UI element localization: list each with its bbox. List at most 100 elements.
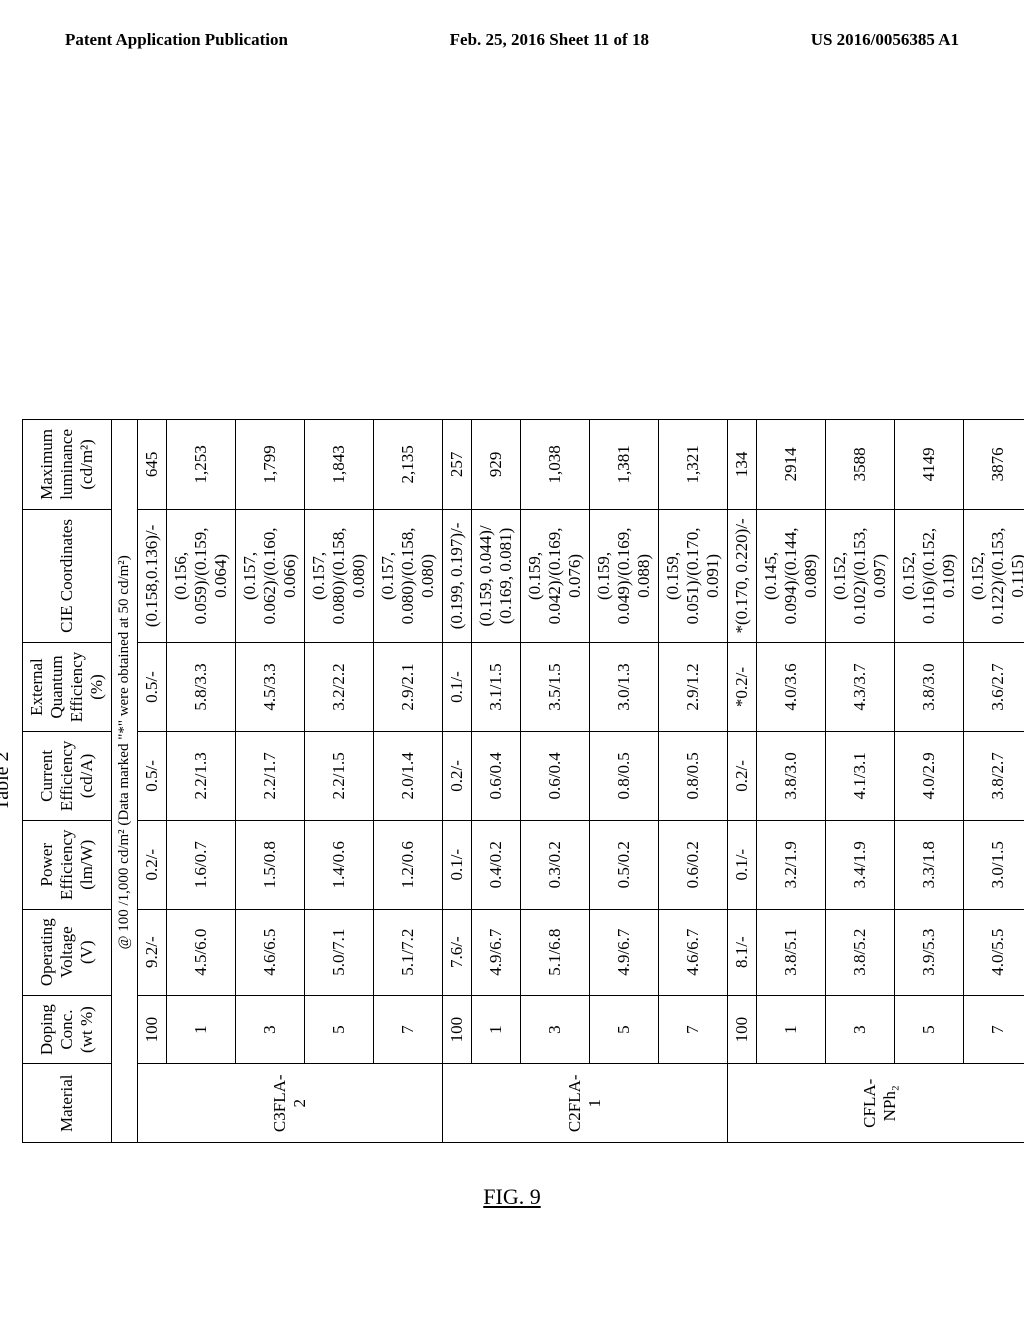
- table-title: Table 2: [0, 419, 14, 1143]
- doping-cell: 5: [305, 995, 374, 1064]
- power-cell: 1.4/0.6: [305, 820, 374, 909]
- voltage-cell: 3.8/5.1: [757, 909, 826, 995]
- header-left: Patent Application Publication: [65, 30, 288, 50]
- lum-cell: 4149: [895, 420, 964, 510]
- table-head: Material Doping Conc. (wt %) Operating V…: [23, 420, 138, 1143]
- cie-cell: (0.159, 0.042)/(0.169, 0.076): [521, 509, 590, 642]
- col-cie: CIE Coordinates: [23, 509, 112, 642]
- voltage-cell: 8.1/-: [728, 909, 757, 995]
- quantum-cell: 4.0/3.6: [757, 643, 826, 732]
- current-cell: 0.8/0.5: [590, 731, 659, 820]
- col-voltage: Operating Voltage (V): [23, 909, 112, 995]
- power-cell: 1.6/0.7: [167, 820, 236, 909]
- voltage-cell: 9.2/-: [138, 909, 167, 995]
- current-cell: 0.6/0.4: [472, 731, 521, 820]
- table-body: C3FLA-21009.2/-0.2/-0.5/-0.5/-(0.158,0.1…: [138, 420, 1024, 1143]
- quantum-cell: 3.0/1.3: [590, 643, 659, 732]
- cie-cell: (0.159, 0.051)/(0.170, 0.091): [659, 509, 728, 642]
- quantum-cell: 4.5/3.3: [236, 643, 305, 732]
- quantum-cell: 2.9/1.2: [659, 643, 728, 732]
- page-header: Patent Application Publication Feb. 25, …: [0, 0, 1024, 60]
- current-cell: 3.8/2.7: [964, 731, 1024, 820]
- cie-cell: (0.157, 0.080)/(0.158, 0.080): [374, 509, 443, 642]
- voltage-cell: 3.8/5.2: [826, 909, 895, 995]
- lum-cell: 3876: [964, 420, 1024, 510]
- table-row: 74.6/6.70.6/0.20.8/0.52.9/1.2(0.159, 0.0…: [659, 420, 728, 1143]
- material-cell: C3FLA-2: [138, 1064, 443, 1143]
- lum-cell: 257: [443, 420, 472, 510]
- lum-cell: 929: [472, 420, 521, 510]
- lum-cell: 1,038: [521, 420, 590, 510]
- current-cell: 2.2/1.3: [167, 731, 236, 820]
- subheader-text: @ 100 /1,000 cd/m² (Data marked "*" were…: [112, 509, 138, 995]
- col-power: Power Efficiency (lm/W): [23, 820, 112, 909]
- doping-cell: 3: [236, 995, 305, 1064]
- table-row: CFLA-NPh₂1008.1/-0.1/-0.2/-*0.2/-*(0.170…: [728, 420, 757, 1143]
- cie-cell: (0.159, 0.049)/(0.169, 0.088): [590, 509, 659, 642]
- power-cell: 3.3/1.8: [895, 820, 964, 909]
- table-row: 13.8/5.13.2/1.93.8/3.04.0/3.6(0.145, 0.0…: [757, 420, 826, 1143]
- current-cell: 2.2/1.5: [305, 731, 374, 820]
- doping-cell: 7: [659, 995, 728, 1064]
- cie-cell: (0.156, 0.059)/(0.159, 0.064): [167, 509, 236, 642]
- doping-cell: 3: [521, 995, 590, 1064]
- table-row: 75.1/7.21.2/0.62.0/1.42.9/2.1(0.157, 0.0…: [374, 420, 443, 1143]
- current-cell: 0.2/-: [728, 731, 757, 820]
- doping-cell: 5: [895, 995, 964, 1064]
- material-cell: C2FLA-1: [443, 1064, 728, 1143]
- power-cell: 3.4/1.9: [826, 820, 895, 909]
- power-cell: 1.5/0.8: [236, 820, 305, 909]
- doping-cell: 100: [443, 995, 472, 1064]
- quantum-cell: 0.1/-: [443, 643, 472, 732]
- doping-cell: 1: [472, 995, 521, 1064]
- voltage-cell: 4.5/6.0: [167, 909, 236, 995]
- voltage-cell: 4.9/6.7: [472, 909, 521, 995]
- table-row: 54.9/6.70.5/0.20.8/0.53.0/1.3(0.159, 0.0…: [590, 420, 659, 1143]
- header-row: Material Doping Conc. (wt %) Operating V…: [23, 420, 112, 1143]
- quantum-cell: 3.8/3.0: [895, 643, 964, 732]
- col-doping: Doping Conc. (wt %): [23, 995, 112, 1064]
- cie-cell: *(0.170, 0.220)/-: [728, 509, 757, 642]
- quantum-cell: 0.5/-: [138, 643, 167, 732]
- power-cell: 0.3/0.2: [521, 820, 590, 909]
- power-cell: 0.4/0.2: [472, 820, 521, 909]
- lum-cell: 3588: [826, 420, 895, 510]
- col-current: Current Efficiency (cd/A): [23, 731, 112, 820]
- lum-cell: 1,799: [236, 420, 305, 510]
- current-cell: 0.2/-: [443, 731, 472, 820]
- content-area: Table 2 Material Doping Conc. (wt %) Ope…: [0, 60, 1024, 1302]
- doping-cell: 100: [728, 995, 757, 1064]
- cie-cell: (0.199, 0.197)/-: [443, 509, 472, 642]
- voltage-cell: 4.6/6.5: [236, 909, 305, 995]
- table-row: 14.5/6.01.6/0.72.2/1.35.8/3.3(0.156, 0.0…: [167, 420, 236, 1143]
- table-row: C3FLA-21009.2/-0.2/-0.5/-0.5/-(0.158,0.1…: [138, 420, 167, 1143]
- doping-cell: 3: [826, 995, 895, 1064]
- table-row: 53.9/5.33.3/1.84.0/2.93.8/3.0(0.152, 0.1…: [895, 420, 964, 1143]
- current-cell: 4.0/2.9: [895, 731, 964, 820]
- voltage-cell: 5.1/6.8: [521, 909, 590, 995]
- lum-cell: 1,381: [590, 420, 659, 510]
- quantum-cell: *0.2/-: [728, 643, 757, 732]
- figure-caption: FIG. 9: [483, 1184, 540, 1210]
- data-table: Material Doping Conc. (wt %) Operating V…: [22, 419, 1024, 1143]
- lum-cell: 1,843: [305, 420, 374, 510]
- quantum-cell: 2.9/2.1: [374, 643, 443, 732]
- current-cell: 2.2/1.7: [236, 731, 305, 820]
- power-cell: 3.2/1.9: [757, 820, 826, 909]
- cie-cell: (0.152, 0.122)/(0.153, 0.115): [964, 509, 1024, 642]
- cie-cell: (0.158,0.136)/-: [138, 509, 167, 642]
- power-cell: 3.0/1.5: [964, 820, 1024, 909]
- lum-cell: 134: [728, 420, 757, 510]
- cie-cell: (0.145, 0.094)/(0.144, 0.089): [757, 509, 826, 642]
- voltage-cell: 4.0/5.5: [964, 909, 1024, 995]
- col-quantum: External Quantum Efficiency (%): [23, 643, 112, 732]
- lum-cell: 2914: [757, 420, 826, 510]
- doping-cell: 5: [590, 995, 659, 1064]
- current-cell: 2.0/1.4: [374, 731, 443, 820]
- quantum-cell: 3.5/1.5: [521, 643, 590, 732]
- subheader-empty2: [112, 420, 138, 510]
- table-row: 14.9/6.70.4/0.20.6/0.43.1/1.5(0.159, 0.0…: [472, 420, 521, 1143]
- power-cell: 0.1/-: [443, 820, 472, 909]
- quantum-cell: 3.2/2.2: [305, 643, 374, 732]
- power-cell: 0.5/0.2: [590, 820, 659, 909]
